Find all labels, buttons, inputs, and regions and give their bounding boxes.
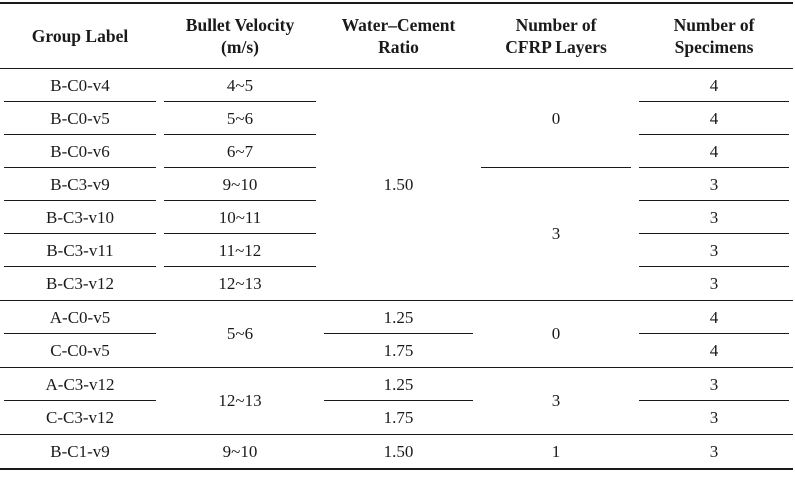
header-cfrp-line1: Number of [515, 15, 597, 35]
group-cell: B-C1-v9 [0, 434, 160, 470]
group-cell: C-C3-v12 [0, 401, 160, 435]
header-wc-ratio-line2: Ratio [378, 37, 419, 57]
specimens-cell: 3 [635, 267, 793, 301]
wc-cell: 1.75 [320, 334, 477, 368]
table-body: B-C0-v4 4~5 1.50 0 4 B-C0-v5 5~6 4 B-C0-… [0, 68, 793, 470]
table-row: B-C0-v4 4~5 1.50 0 4 [0, 68, 793, 301]
header-wc-ratio: Water–Cement Ratio [320, 2, 477, 69]
wc-cell: 1.25 [320, 368, 477, 402]
specimen-table: Group Label Bullet Velocity (m/s) Water–C… [0, 2, 793, 470]
specimens-cell: 4 [635, 301, 793, 335]
specimens-cell: 4 [635, 334, 793, 368]
specimens-cell: 3 [635, 401, 793, 435]
table-row: B-C3-v9 9~10 3 3 [0, 168, 793, 301]
group-cell: B-C3-v11 [0, 234, 160, 267]
table-row: B-C1-v9 9~10 1.50 1 3 [0, 434, 793, 470]
cfrp-merged-cell: 0 [477, 69, 635, 169]
table-header: Group Label Bullet Velocity (m/s) Water–C… [0, 2, 793, 69]
table-row: C-C3-v12 1.75 3 [0, 401, 793, 435]
group-cell: B-C0-v4 [0, 69, 160, 103]
header-group-label-text: Group Label [31, 26, 129, 46]
cfrp-cell: 1 [477, 434, 635, 470]
cfrp-merged-cell: 3 [477, 168, 635, 301]
specimens-cell: 3 [635, 201, 793, 234]
cfrp-merged-cell: 0 [477, 300, 635, 368]
specimens-cell: 3 [635, 168, 793, 201]
velocity-cell: 12~13 [160, 267, 320, 301]
wc-merged-cell: 1.50 [320, 68, 477, 301]
velocity-cell: 4~5 [160, 69, 320, 103]
header-cfrp-line2: CFRP Layers [505, 37, 607, 57]
header-bullet-velocity: Bullet Velocity (m/s) [160, 2, 320, 69]
velocity-cell: 5~6 [160, 102, 320, 135]
table-row: B-C0-v5 5~6 4 [0, 102, 793, 135]
header-specimens: Number of Specimens [635, 2, 793, 69]
velocity-cell: 11~12 [160, 234, 320, 267]
header-wc-ratio-line1: Water–Cement [341, 15, 456, 35]
specimens-cell: 3 [635, 234, 793, 267]
velocity-cell: 9~10 [160, 168, 320, 201]
table-row: C-C0-v5 1.75 4 [0, 334, 793, 368]
table-row: B-C3-v10 10~11 3 [0, 201, 793, 234]
group-cell: C-C0-v5 [0, 334, 160, 368]
velocity-cell: 10~11 [160, 201, 320, 234]
group-cell: B-C0-v5 [0, 102, 160, 135]
group-cell: B-C3-v10 [0, 201, 160, 234]
specimens-cell: 4 [635, 102, 793, 135]
wc-cell: 1.50 [320, 434, 477, 470]
velocity-cell: 9~10 [160, 434, 320, 470]
table-row: B-C0-v6 6~7 4 [0, 135, 793, 168]
header-group-label: Group Label [0, 2, 160, 69]
group-cell: B-C0-v6 [0, 135, 160, 168]
table-row: A-C3-v12 12~13 1.25 3 3 [0, 367, 793, 435]
header-cfrp-layers: Number of CFRP Layers [477, 2, 635, 69]
group-cell: A-C3-v12 [0, 368, 160, 402]
group-cell: B-C3-v9 [0, 168, 160, 201]
table-row: A-C0-v5 5~6 1.25 0 4 [0, 300, 793, 368]
header-specimens-line2: Specimens [674, 37, 754, 57]
cfrp-merged-cell: 3 [477, 367, 635, 435]
specimens-cell: 3 [635, 368, 793, 402]
group-cell: A-C0-v5 [0, 301, 160, 335]
velocity-cell: 6~7 [160, 135, 320, 168]
group-cell: B-C3-v12 [0, 267, 160, 301]
header-bullet-velocity-line1: Bullet Velocity [185, 15, 295, 35]
specimens-cell: 4 [635, 69, 793, 103]
table-row: B-C3-v11 11~12 3 [0, 234, 793, 267]
table-row: B-C3-v12 12~13 3 [0, 267, 793, 301]
wc-cell: 1.75 [320, 401, 477, 435]
specimens-cell: 4 [635, 135, 793, 168]
header-bullet-velocity-line2: (m/s) [221, 37, 259, 57]
velocity-merged-cell: 12~13 [160, 367, 320, 435]
header-row: Group Label Bullet Velocity (m/s) Water–C… [0, 2, 793, 69]
specimens-cell: 3 [635, 434, 793, 470]
wc-cell: 1.25 [320, 301, 477, 335]
velocity-merged-cell: 5~6 [160, 300, 320, 368]
header-specimens-line1: Number of [673, 15, 755, 35]
